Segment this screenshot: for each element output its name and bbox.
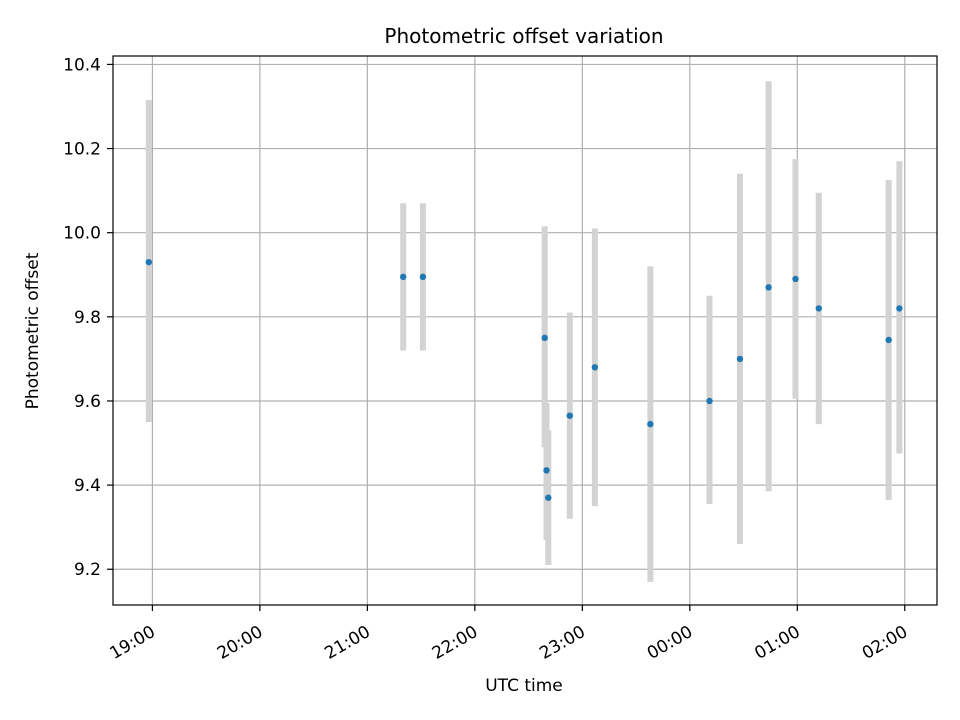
data-point bbox=[545, 494, 552, 501]
data-point bbox=[896, 305, 903, 312]
data-point bbox=[885, 336, 892, 344]
y-axis: 9.2 9.4 9.6 9.8 10.0 10.2 10.4 bbox=[63, 55, 113, 580]
data-point bbox=[543, 467, 550, 474]
data-point bbox=[419, 273, 427, 281]
y-tick-label: 9.8 bbox=[74, 308, 101, 328]
data-point bbox=[815, 305, 822, 312]
y-axis-title: Photometric offset bbox=[23, 252, 43, 409]
y-tick-label: 9.2 bbox=[74, 560, 101, 580]
grid bbox=[113, 56, 937, 605]
data-point bbox=[647, 420, 654, 428]
data-point bbox=[566, 412, 573, 419]
y-tick-label: 9.4 bbox=[74, 476, 101, 496]
data-point bbox=[736, 355, 744, 363]
data-points bbox=[145, 258, 903, 501]
data-point bbox=[541, 334, 548, 342]
data-point bbox=[765, 284, 772, 291]
data-point bbox=[399, 273, 407, 281]
x-axis-title: UTC time bbox=[485, 676, 563, 696]
data-point bbox=[706, 397, 713, 405]
y-tick-label: 9.6 bbox=[74, 392, 101, 412]
y-tick-label: 10.4 bbox=[63, 55, 101, 75]
data-point bbox=[591, 364, 599, 371]
y-tick-label: 10.0 bbox=[63, 224, 101, 244]
plot-frame bbox=[112, 55, 938, 606]
data-point bbox=[792, 275, 799, 283]
chart-title: Photometric offset variation bbox=[384, 24, 663, 48]
data-point bbox=[145, 258, 153, 266]
y-tick-label: 10.2 bbox=[63, 140, 101, 160]
